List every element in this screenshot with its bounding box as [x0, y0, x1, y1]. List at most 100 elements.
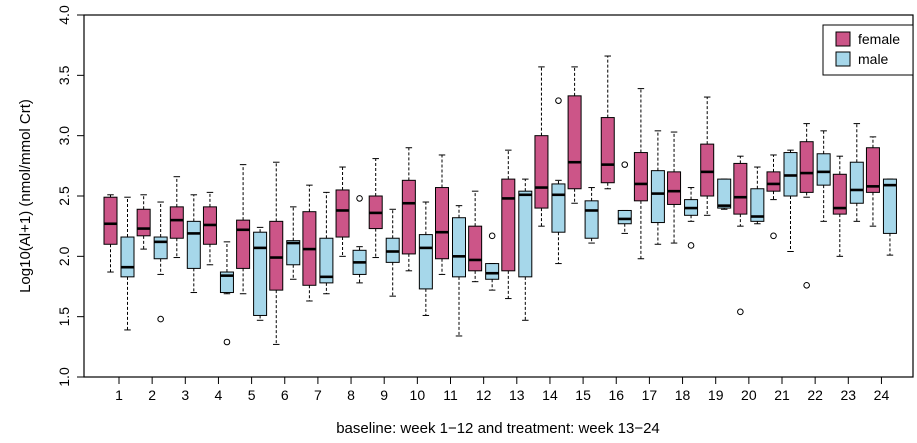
iqr-box — [766, 171, 781, 192]
iqr-box — [401, 179, 416, 255]
x-tick-label: 10 — [410, 387, 426, 403]
female-box-11 — [435, 154, 449, 275]
male-box-16 — [617, 161, 632, 234]
male-box-4 — [219, 241, 234, 346]
x-tick-label: 21 — [774, 387, 790, 403]
male-box-20 — [750, 166, 765, 225]
outlier-point — [157, 315, 164, 323]
iqr-box — [849, 161, 864, 204]
x-tick-label: 6 — [281, 387, 289, 403]
female-box-9 — [368, 158, 383, 259]
male-box-24 — [882, 178, 897, 256]
x-tick-label: 3 — [181, 387, 189, 403]
iqr-box — [485, 263, 500, 280]
female-box-15 — [567, 66, 582, 204]
iqr-box — [600, 117, 615, 184]
iqr-box — [418, 234, 433, 290]
outlier-point — [737, 308, 744, 316]
iqr-box — [617, 209, 632, 225]
iqr-box — [435, 187, 449, 260]
outlier-point — [223, 338, 231, 346]
y-axis-title: Log10(Al+1) (nmol/mmol Crt) — [17, 99, 34, 293]
y-tick-label: 2.5 — [56, 186, 72, 206]
female-box-24 — [865, 136, 880, 227]
male-box-10 — [418, 201, 433, 316]
x-tick-label: 20 — [741, 387, 757, 403]
male-box-22 — [816, 130, 831, 222]
legend: female male — [822, 24, 914, 76]
legend-label-female: female — [858, 31, 900, 47]
female-box-13 — [501, 149, 516, 300]
x-tick-label: 17 — [642, 387, 658, 403]
iqr-box — [667, 171, 682, 205]
x-tick-label: 22 — [807, 387, 823, 403]
female-box-1 — [103, 194, 118, 273]
male-box-11 — [452, 205, 466, 337]
female-box-2 — [136, 194, 151, 250]
male-box-19 — [717, 178, 732, 210]
male-box-5 — [253, 226, 268, 321]
iqr-box — [750, 188, 765, 222]
iqr-box — [534, 135, 549, 209]
iqr-box — [136, 208, 151, 237]
x-tick-label: 7 — [314, 387, 322, 403]
female-box-8 — [335, 166, 350, 257]
iqr-box — [186, 220, 201, 269]
male-box-17 — [650, 130, 665, 245]
iqr-box — [733, 162, 748, 215]
outlier-point — [621, 161, 629, 168]
iqr-box — [717, 178, 732, 209]
outlier-point — [488, 232, 496, 240]
iqr-box — [799, 141, 814, 193]
iqr-box — [633, 152, 648, 202]
male-box-9 — [385, 208, 400, 297]
male-box-23 — [849, 123, 864, 222]
iqr-box — [286, 240, 301, 266]
y-axis: 1.0 1.5 2.0 2.5 3.0 3.5 4.0 — [56, 5, 84, 387]
outlier-point — [687, 242, 695, 249]
outlier-point — [555, 97, 562, 104]
male-box-3 — [186, 194, 201, 294]
legend-swatch-male — [835, 51, 851, 67]
x-tick-label: 14 — [542, 387, 558, 403]
male-box-15 — [584, 187, 599, 244]
female-box-14 — [534, 66, 549, 227]
legend-swatch-female — [835, 31, 851, 47]
female-box-5 — [236, 164, 251, 295]
male-box-13 — [518, 178, 533, 321]
x-tick-label: 5 — [248, 387, 256, 403]
x-tick-label: 13 — [509, 387, 525, 403]
iqr-box — [236, 219, 251, 269]
x-tick-label: 9 — [380, 387, 388, 403]
iqr-box — [468, 225, 483, 272]
female-box-23 — [832, 155, 847, 257]
iqr-box — [832, 173, 847, 215]
male-box-21 — [783, 149, 798, 253]
iqr-box — [219, 271, 234, 294]
female-box-18 — [667, 131, 682, 244]
female-box-17 — [633, 88, 648, 260]
x-tick-label: 24 — [874, 387, 890, 403]
female-box-4 — [202, 191, 217, 266]
outlier-point — [356, 195, 363, 202]
iqr-box — [253, 231, 268, 316]
iqr-box — [120, 236, 135, 278]
iqr-box — [319, 237, 334, 284]
iqr-box — [335, 189, 350, 238]
y-tick-label: 4.0 — [56, 5, 72, 25]
female-box-7 — [302, 184, 317, 302]
x-tick-label: 11 — [443, 387, 458, 403]
x-tick-label: 19 — [708, 387, 724, 403]
iqr-box — [650, 170, 665, 224]
iqr-box — [169, 206, 184, 239]
iqr-box — [584, 200, 599, 239]
iqr-box — [700, 143, 715, 197]
y-tick-label: 2.0 — [56, 246, 72, 266]
female-box-12 — [468, 190, 483, 283]
y-tick-label: 3.5 — [56, 65, 72, 85]
male-box-7 — [319, 191, 334, 295]
iqr-box — [567, 95, 582, 190]
x-tick-label: 2 — [148, 387, 156, 403]
legend-label-male: male — [858, 51, 889, 67]
y-tick-label: 1.0 — [56, 367, 72, 387]
